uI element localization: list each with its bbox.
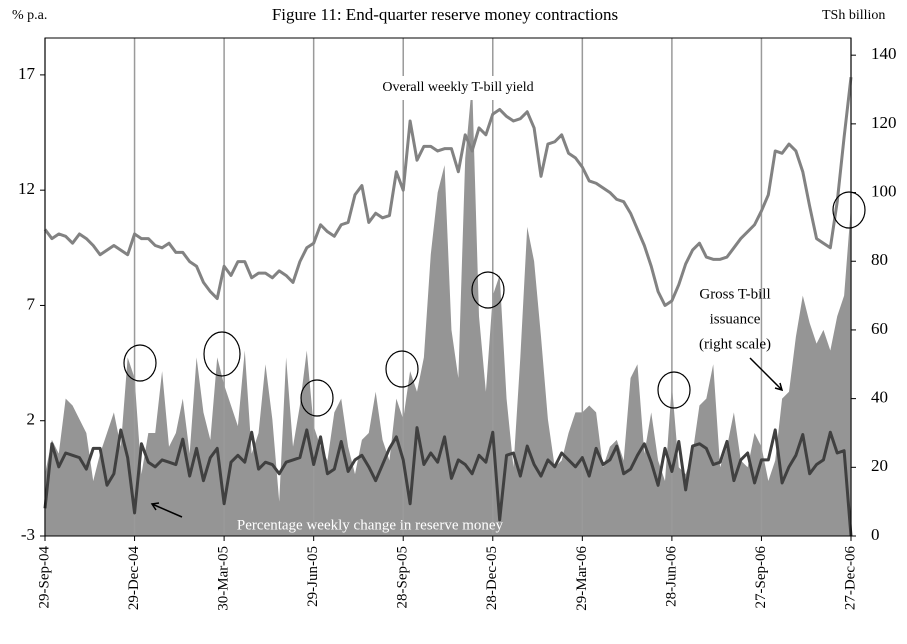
- y2-tick-label: 100: [871, 181, 897, 200]
- circle: [203, 331, 241, 377]
- x-tick-label: 29-Jun-05: [305, 546, 321, 607]
- x-tick-label: 28-Dec-05: [484, 546, 500, 610]
- arrow-head: [774, 382, 784, 392]
- x-tick-label: 30-Mar-05: [216, 546, 232, 611]
- series-label: Gross T-bill: [699, 286, 770, 302]
- y2-tick-label: 80: [871, 250, 888, 269]
- area: [45, 82, 851, 536]
- y-tick-label: 2: [27, 410, 36, 429]
- circle: [385, 350, 419, 388]
- x-tick-label: 28-Jun-06: [663, 546, 679, 607]
- x-tick-label: 29-Sep-04: [36, 546, 52, 609]
- circle: [300, 379, 334, 417]
- label-box: [352, 76, 564, 100]
- x-tick-label: 28-Sep-05: [395, 546, 411, 609]
- series-label: issuance: [710, 311, 761, 327]
- x-tick-label: 27-Sep-06: [753, 546, 769, 609]
- y2-axis-label: TSh billion: [822, 8, 885, 23]
- y2-tick-label: 40: [871, 388, 888, 407]
- line: [43, 426, 853, 537]
- series-label: (right scale): [699, 336, 771, 352]
- annotation-circles: [123, 191, 866, 417]
- y2-tick-label: 20: [871, 456, 888, 475]
- line: [43, 77, 853, 307]
- y-axis-label: % p.a.: [12, 8, 47, 23]
- circle: [832, 191, 866, 229]
- y2-tick-label: 0: [871, 525, 880, 544]
- circle: [657, 371, 691, 409]
- y2-tick-label: 60: [871, 319, 888, 338]
- chart-title: Figure 11: End-quarter reserve money con…: [272, 5, 618, 24]
- x-tick-label: 27-Dec-06: [842, 546, 858, 611]
- x-tick-label: 29-Dec-04: [126, 546, 142, 611]
- circle: [471, 271, 505, 309]
- y2-tick-label: 120: [871, 113, 897, 132]
- plot-frame: [44, 37, 852, 537]
- y-tick-label: 17: [18, 64, 36, 83]
- series-label: Percentage weekly change in reserve mone…: [237, 517, 504, 533]
- y2-tick-label: 140: [871, 44, 897, 63]
- circle: [123, 344, 157, 382]
- arrow: [151, 503, 183, 518]
- arrow-head: [150, 502, 160, 511]
- x-tick-label: 29-Mar-06: [574, 546, 590, 611]
- y-tick-label: -3: [21, 525, 35, 544]
- y-tick-label: 12: [18, 179, 35, 198]
- y-tick-label: 7: [27, 294, 36, 313]
- arrow: [749, 357, 783, 391]
- series-label: Overall weekly T-bill yield: [382, 80, 533, 95]
- annotation-arrows: [150, 357, 784, 518]
